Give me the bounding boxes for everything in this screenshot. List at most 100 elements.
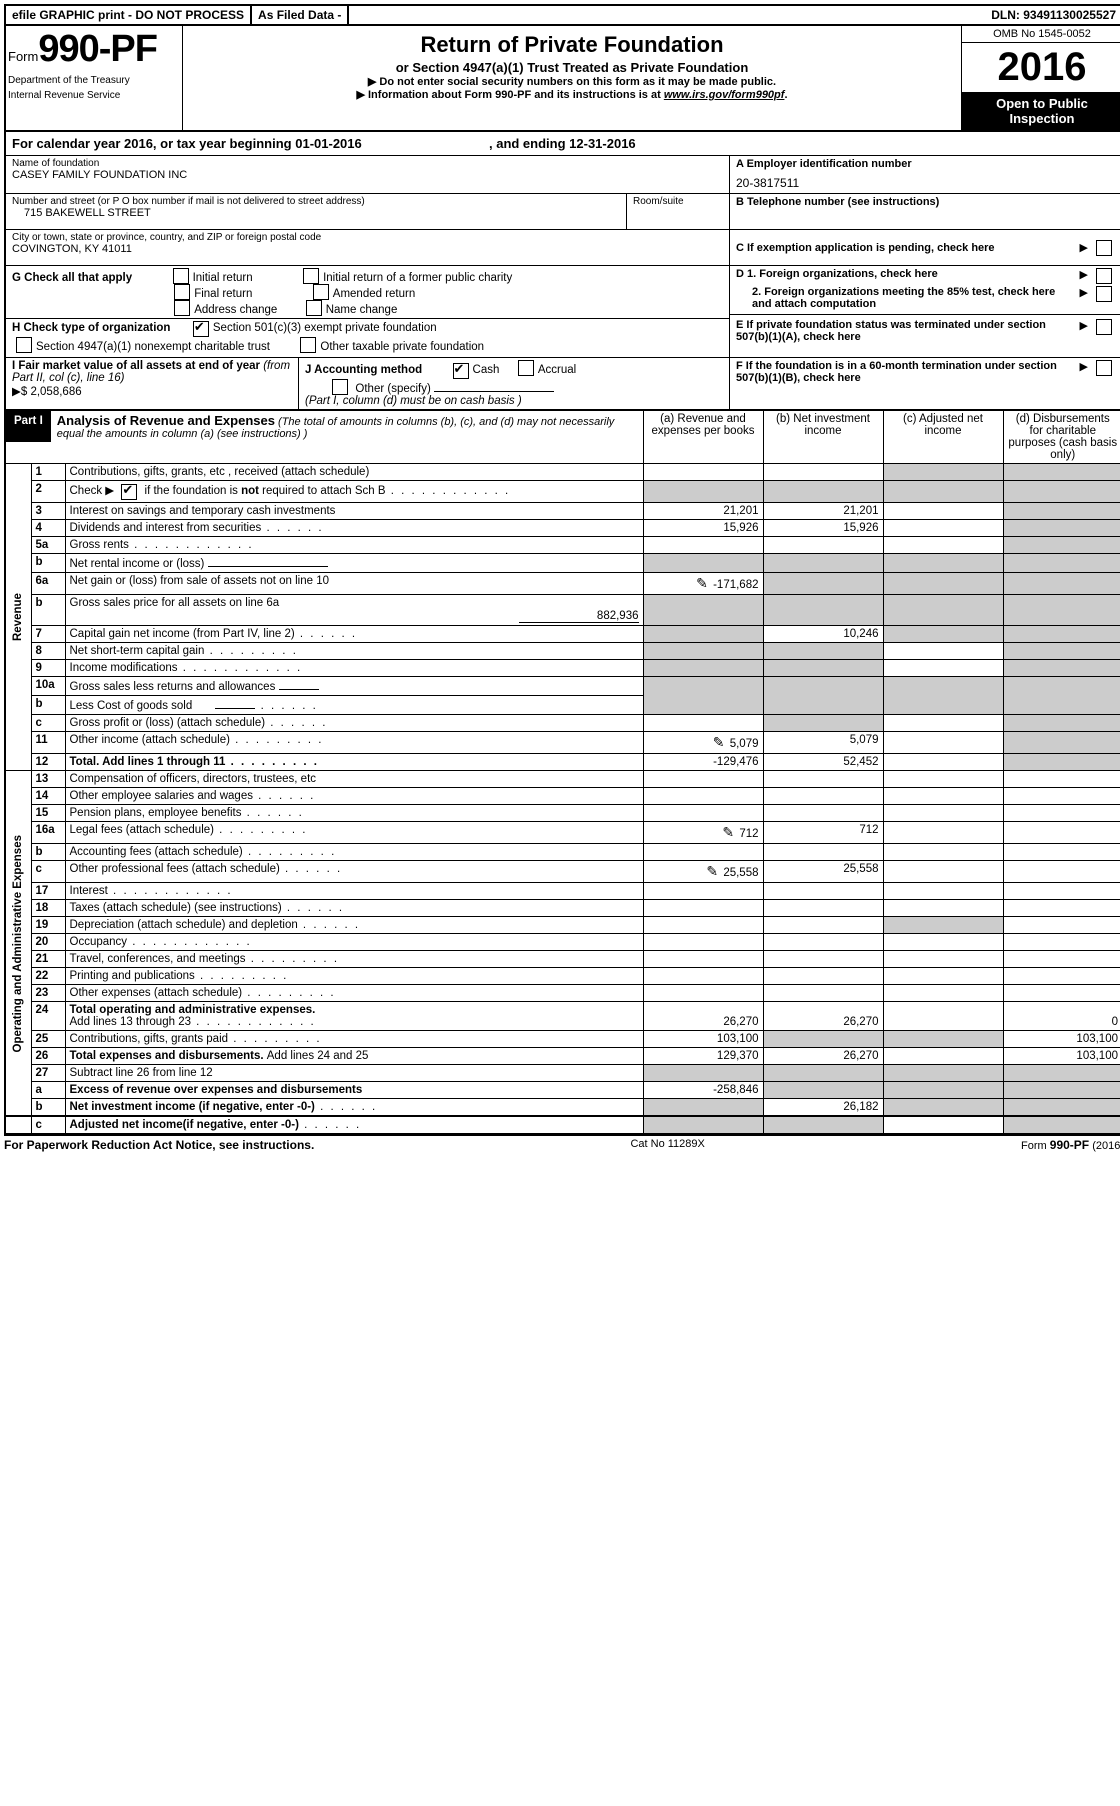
line-16a-desc: Legal fees (attach schedule): [65, 822, 643, 844]
line-3-desc: Interest on savings and temporary cash i…: [65, 503, 643, 520]
instructions-link[interactable]: www.irs.gov/form990pf: [664, 89, 785, 101]
h-501c3-checkbox[interactable]: [193, 321, 209, 337]
paperwork-notice: For Paperwork Reduction Act Notice, see …: [4, 1138, 314, 1152]
ein-block: A Employer identification number 20-3817…: [730, 156, 1120, 193]
line-6a-desc: Net gain or (loss) from sale of assets n…: [65, 573, 643, 595]
j-accrual-checkbox[interactable]: [518, 360, 534, 376]
g-address-change-checkbox[interactable]: [174, 300, 190, 316]
line-27-desc: Subtract line 26 from line 12: [65, 1065, 643, 1082]
g-final-return-checkbox[interactable]: [174, 284, 190, 300]
section-i: I Fair market value of all assets at end…: [6, 358, 299, 409]
form-title: Return of Private Foundation: [191, 32, 953, 58]
line-3-a: 21,201: [643, 503, 763, 520]
line-19-desc: Depreciation (attach schedule) and deple…: [65, 917, 643, 934]
attachment-icon[interactable]: [706, 867, 720, 879]
h-4947a1-checkbox[interactable]: [16, 337, 32, 353]
omb-number: OMB No 1545-0052: [962, 26, 1120, 43]
calendar-year-line: For calendar year 2016, or tax year begi…: [6, 132, 1120, 156]
line-24-desc: Total operating and administrative expen…: [65, 1002, 643, 1031]
form-word: Form: [8, 49, 38, 64]
dln-label: DLN:: [991, 8, 1020, 22]
part1-label: Part I: [6, 411, 51, 442]
expenses-side-label: Operating and Administrative Expenses: [5, 771, 31, 1117]
form-number: 990-PF: [38, 28, 157, 70]
dept-treasury: Department of the Treasury: [8, 75, 176, 86]
line-1-desc: Contributions, gifts, grants, etc , rece…: [65, 464, 643, 481]
line-27c-desc: Adjusted net income(if negative, enter -…: [65, 1116, 643, 1134]
line-26-desc: Total expenses and disbursements. Add li…: [65, 1048, 643, 1065]
f-checkbox[interactable]: [1096, 360, 1112, 376]
page-footer: For Paperwork Reduction Act Notice, see …: [4, 1135, 1120, 1152]
line-5b-desc: Net rental income or (loss): [65, 554, 643, 573]
line-10c-desc: Gross profit or (loss) (attach schedule): [65, 715, 643, 732]
fmv-value: 2,058,686: [27, 386, 81, 398]
line-16c-b: 25,558: [763, 861, 883, 883]
j-cash-checkbox[interactable]: [453, 363, 469, 379]
line-27b-b: 26,182: [763, 1099, 883, 1117]
line-25-a: 103,100: [643, 1031, 763, 1048]
line-27b-desc: Net investment income (if negative, ente…: [65, 1099, 643, 1117]
line-7-b: 10,246: [763, 626, 883, 643]
instructions-link-line: Information about Form 990-PF and its in…: [191, 88, 953, 101]
line-11-b: 5,079: [763, 732, 883, 754]
efile-notice: efile GRAPHIC print - DO NOT PROCESS: [6, 6, 252, 24]
d1-checkbox[interactable]: [1096, 268, 1112, 284]
attachment-icon[interactable]: [696, 579, 710, 591]
phone-block: B Telephone number (see instructions): [730, 194, 1120, 229]
dln-value: 93491130025527: [1023, 8, 1116, 22]
section-g: G Check all that apply Initial return In…: [6, 266, 730, 357]
line-24-d: 0: [1003, 1002, 1120, 1031]
line-2-desc: Check ▶ if the foundation is not require…: [65, 481, 643, 503]
line-24-b: 26,270: [763, 1002, 883, 1031]
line-4-a: 15,926: [643, 520, 763, 537]
e-checkbox[interactable]: [1096, 319, 1112, 335]
line-22-desc: Printing and publications: [65, 968, 643, 985]
line-12-desc: Total. Add lines 1 through 11: [65, 754, 643, 771]
section-c: C If exemption application is pending, c…: [730, 230, 1120, 265]
line-14-desc: Other employee salaries and wages: [65, 788, 643, 805]
cat-no: Cat No 11289X: [630, 1138, 704, 1152]
line-4-b: 15,926: [763, 520, 883, 537]
form-footer: Form 990-PF (2016): [1021, 1138, 1120, 1152]
line-16a-a: 712: [643, 822, 763, 844]
form-subtitle: or Section 4947(a)(1) Trust Treated as P…: [191, 60, 953, 75]
j-other-checkbox[interactable]: [332, 379, 348, 395]
line-27a-a: -258,846: [643, 1082, 763, 1099]
dln: DLN: 93491130025527: [985, 6, 1120, 24]
line-10a-desc: Gross sales less returns and allowances: [65, 677, 643, 696]
line-18-desc: Taxes (attach schedule) (see instruction…: [65, 900, 643, 917]
line-21-desc: Travel, conferences, and meetings: [65, 951, 643, 968]
line-2-checkbox[interactable]: [121, 484, 137, 500]
g-name-change-checkbox[interactable]: [306, 300, 322, 316]
open-to-public: Open to Public Inspection: [962, 92, 1120, 130]
col-c-header: (c) Adjusted net income: [883, 411, 1003, 464]
line-12-b: 52,452: [763, 754, 883, 771]
line-12-a: -129,476: [643, 754, 763, 771]
city-state-zip: COVINGTON, KY 41011: [12, 243, 723, 255]
address-block: Number and street (or P O box number if …: [6, 194, 730, 229]
revenue-side-label: Revenue: [5, 464, 31, 771]
line-27a-desc: Excess of revenue over expenses and disb…: [65, 1082, 643, 1099]
part1-desc: Analysis of Revenue and Expenses (The to…: [51, 411, 643, 442]
part1-table: Part I Analysis of Revenue and Expenses …: [4, 411, 1120, 1135]
col-b-header: (b) Net investment income: [763, 411, 883, 464]
attachment-icon[interactable]: [713, 738, 727, 750]
line-8-desc: Net short-term capital gain: [65, 643, 643, 660]
ssn-warning: Do not enter social security numbers on …: [191, 75, 953, 88]
h-other-checkbox[interactable]: [300, 337, 316, 353]
line-16c-a: 25,558: [643, 861, 763, 883]
c-checkbox[interactable]: [1096, 240, 1112, 256]
line-5a-desc: Gross rents: [65, 537, 643, 554]
g-initial-former-checkbox[interactable]: [303, 268, 319, 284]
g-amended-return-checkbox[interactable]: [313, 284, 329, 300]
year-box: OMB No 1545-0052 2016 Open to Public Ins…: [961, 26, 1120, 130]
line-4-desc: Dividends and interest from securities: [65, 520, 643, 537]
d2-checkbox[interactable]: [1096, 286, 1112, 302]
line-26-b: 26,270: [763, 1048, 883, 1065]
asfiled-label: As Filed Data -: [252, 6, 349, 24]
g-initial-return-checkbox[interactable]: [173, 268, 189, 284]
line-26-d: 103,100: [1003, 1048, 1120, 1065]
attachment-icon[interactable]: [722, 828, 736, 840]
section-j: J Accounting method Cash Accrual Other (…: [299, 358, 730, 409]
line-25-desc: Contributions, gifts, grants paid: [65, 1031, 643, 1048]
